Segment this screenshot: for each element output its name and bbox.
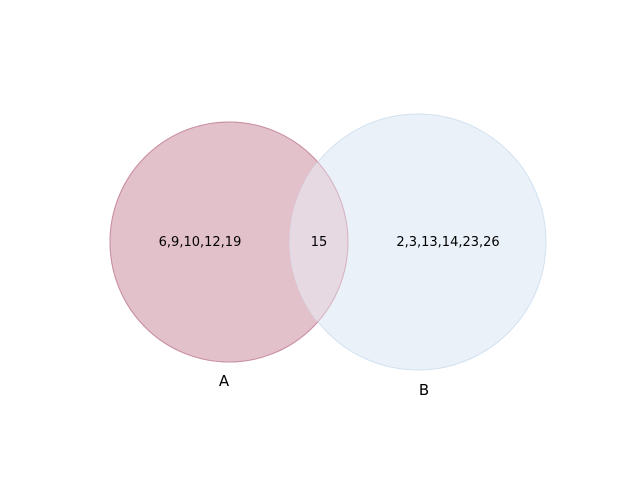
set-a-label: A xyxy=(219,372,230,390)
set-a-elements: 6,9,10,12,19 xyxy=(159,235,242,250)
set-b-elements: 2,3,13,14,23,26 xyxy=(396,235,499,250)
set-a-outline xyxy=(109,121,349,363)
intersection-elements: 15 xyxy=(311,235,328,250)
set-b-label: B xyxy=(419,381,429,399)
